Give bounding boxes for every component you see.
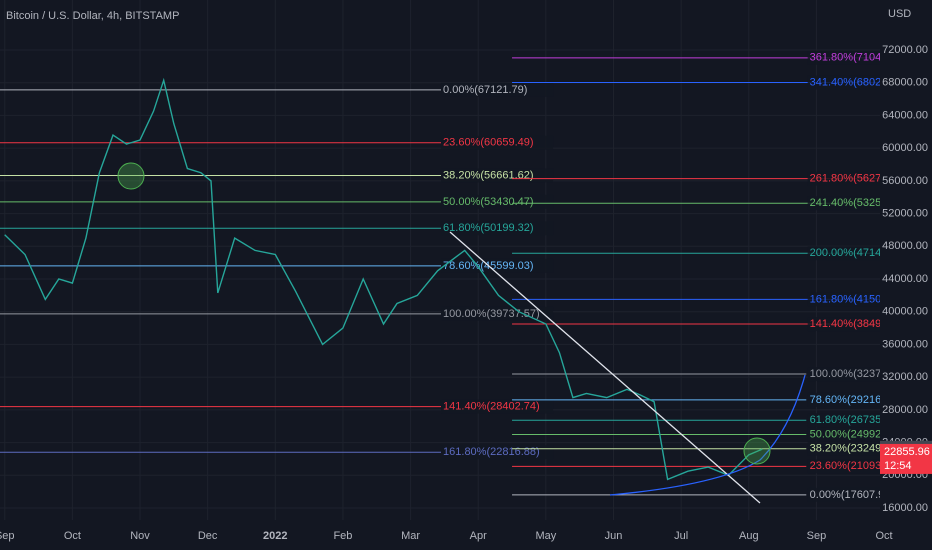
y-tick-label: 68000.00 [882, 77, 928, 89]
fib-label-bg [441, 399, 554, 414]
fib-label: 50.00%(53430.47) [443, 196, 534, 208]
x-tick-label: Aug [739, 530, 759, 542]
x-tick-label: Jul [674, 530, 688, 542]
y-tick-label: 72000.00 [882, 44, 928, 56]
y-tick-label: 60000.00 [882, 142, 928, 154]
fib-label: 50.00%(24992.32) [810, 428, 901, 440]
y-tick-label: 48000.00 [882, 240, 928, 252]
y-tick-label: 28000.00 [882, 404, 928, 416]
highlight-circle [743, 437, 771, 465]
y-tick-label: 36000.00 [882, 338, 928, 350]
fib-label: 78.60%(29216.21) [810, 394, 901, 406]
fib-label: 100.00%(39737.57) [443, 308, 540, 320]
x-tick-label: Apr [470, 530, 487, 542]
y-tick-label: 52000.00 [882, 207, 928, 219]
fib-label: 0.00%(67121.79) [443, 84, 527, 96]
fib-label: 141.40%(28402.74) [443, 400, 540, 412]
y-tick-label: 40000.00 [882, 306, 928, 318]
last-price-label: 22855.96 [884, 446, 930, 458]
countdown: 12:54 [884, 460, 912, 472]
x-tick-label: Jun [605, 530, 623, 542]
x-tick-label: 2022 [263, 530, 287, 542]
fib-label-bg [441, 258, 554, 273]
fib-label: 38.20%(23249.60) [810, 443, 901, 455]
x-tick-label: Oct [64, 530, 81, 542]
fib-label: 61.80%(26735.04) [810, 414, 901, 426]
highlight-circle [117, 162, 145, 190]
axis-unit: USD [888, 8, 911, 20]
last-price-tag [880, 443, 932, 474]
x-tick-label: Feb [333, 530, 352, 542]
fib-label-bg [441, 82, 554, 97]
fib-label: 0.00%(17607.91) [810, 489, 894, 501]
y-tick-label: 16000.00 [882, 502, 928, 514]
x-tick-label: May [535, 530, 556, 542]
fib-label: 61.80%(50199.32) [443, 222, 534, 234]
fib-label: 23.60%(21093.35) [810, 460, 901, 472]
x-tick-label: Mar [401, 530, 420, 542]
x-tick-label: Sep [0, 530, 15, 542]
curve [609, 374, 806, 496]
trend-line [449, 231, 761, 504]
x-tick-label: Oct [875, 530, 892, 542]
fib-label: 38.20%(56661.62) [443, 169, 534, 181]
y-tick-label: 64000.00 [882, 109, 928, 121]
fib-label-bg [441, 306, 554, 321]
fib-label-bg [441, 221, 554, 236]
fib-label: 23.60%(60659.49) [443, 137, 534, 149]
chart-title: Bitcoin / U.S. Dollar, 4h, BITSTAMP [6, 10, 179, 22]
fib-label: 161.80%(22816.88) [443, 446, 540, 458]
x-tick-label: Sep [807, 530, 827, 542]
fib-label: 200.00%(47145.56) [810, 247, 907, 259]
y-tick-label: 32000.00 [882, 371, 928, 383]
y-tick-label: 44000.00 [882, 273, 928, 285]
y-tick-label: 56000.00 [882, 175, 928, 187]
fib-label-bg [441, 135, 554, 150]
x-tick-label: Dec [198, 530, 218, 542]
fib-label-bg [441, 194, 554, 209]
x-tick-label: Nov [130, 530, 150, 542]
time-axis [0, 520, 880, 550]
